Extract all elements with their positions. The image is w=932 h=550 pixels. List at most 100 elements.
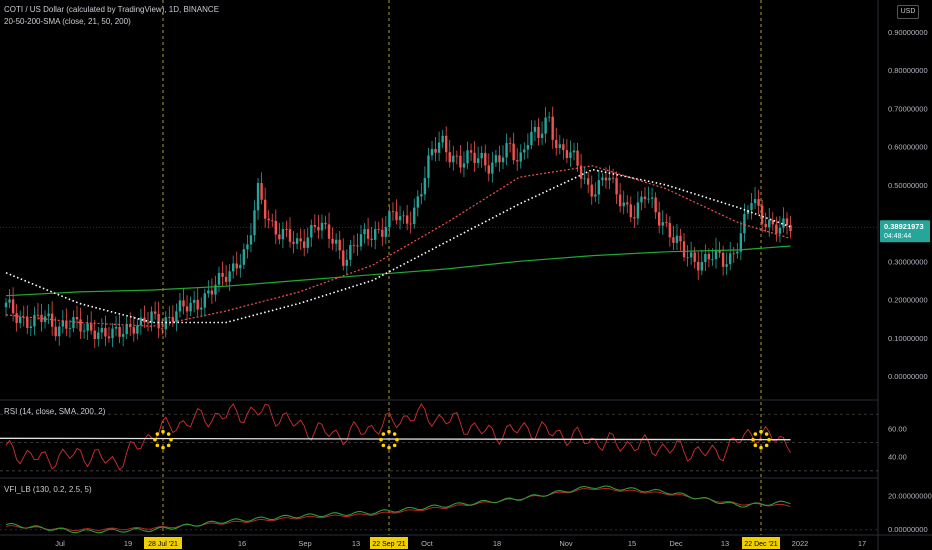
candle-body [345,259,348,266]
candle-body [320,222,324,231]
candle-body [175,311,178,322]
candle-body [782,218,785,228]
time-axis[interactable]: Jul 19 28 Jul '21 16 Sep 13 22 Sep '21 Oct 18 Nov… [55,537,866,549]
candle-body [640,196,643,203]
candle-body [491,162,494,174]
candle-body [384,227,388,237]
candle-body [672,237,675,243]
candle-body [466,150,469,164]
currency-button[interactable]: USD [897,5,919,19]
candle-body [68,328,72,330]
candle-body [533,126,537,132]
candle-body [519,152,522,162]
candle-body [562,144,565,151]
candle-body [636,202,640,219]
candle-body [370,238,373,240]
signal-marker-dot [764,432,769,436]
candle-body [721,252,725,267]
candle-body [764,223,767,228]
candle-body [583,178,586,180]
highlight-vertical-lines [162,0,762,535]
candle-body [430,148,434,156]
vfi-line [5,485,791,534]
price-badge-countdown: 04:48:44 [884,233,911,240]
rsi-label[interactable]: RSI (14, close, SMA, 200, 2) [4,407,106,416]
candle-body [242,249,246,265]
candle-body [473,152,476,163]
candle-body [150,311,153,323]
candle-body [437,142,441,153]
sma-indicator-label[interactable]: 20-50-200-SMA (close, 21, 50, 200) [4,17,131,26]
signal-marker-dot [166,432,171,436]
candle-body [512,143,515,161]
candle-body [448,152,451,163]
candle-body [235,263,238,269]
candle-body [338,239,341,251]
candle-body [97,332,100,339]
highlighted-date-label: 22 Sep '21 [372,541,405,548]
highlighted-date-label: 28 Jul '21 [148,541,178,548]
candle-body [121,334,125,337]
candle-body [452,155,455,163]
candle-body [224,276,228,282]
candle-body [36,314,40,316]
candle-body [11,299,15,314]
candle-body [19,316,22,324]
candle-body [342,250,345,266]
candle-body [753,199,757,204]
candle-body [714,249,718,260]
candle-body [665,222,668,224]
candle-body [622,202,625,207]
candle-body [540,133,544,138]
vfi-label[interactable]: VFI_LB (130, 0.2, 2.5, 5) [4,485,92,494]
rsi-pane: 60.00 40.00 [0,403,907,472]
candle-body [462,163,466,168]
signal-marker-dot [392,432,397,436]
candle-body [633,217,636,219]
candle-body [168,317,171,318]
highlighted-date-label: 22 Dec '21 [744,541,777,548]
candle-body [114,326,118,329]
candle-body [50,313,54,327]
signal-marker-dot [764,443,769,448]
candle-body [626,202,629,205]
candle-body [789,225,792,232]
time-tick-label: 18 [493,539,501,548]
candle-body [707,253,711,260]
candle-body [441,135,444,143]
candle-body [82,330,86,332]
price-tick-label: 0.20000000 [888,296,928,305]
price-tick-label: 0.50000000 [888,181,928,190]
candle-body [516,160,519,162]
candle-body [79,319,82,332]
candle-body [366,228,370,239]
price-badge-box [880,220,930,243]
candle-body [47,313,50,317]
candle-body [526,145,530,150]
candle-body [303,241,306,248]
candle-body [689,252,693,258]
candle-body [363,228,366,235]
candle-body [200,307,203,310]
candle-body [349,244,352,260]
candle-body [427,155,430,179]
candle-body [33,314,36,327]
candle-body [182,300,185,307]
candle-body [530,131,533,146]
candle-body [388,211,391,228]
candle-body [760,205,764,224]
candle-body [217,272,221,285]
candle-body [246,244,249,250]
vfi-signal-line [5,487,791,532]
time-tick-label: 13 [721,539,729,548]
price-tick-label: 0.70000000 [888,104,928,113]
candle-body [327,224,331,239]
candle-body [675,235,679,243]
candle-body [768,219,771,228]
price-tick-label: 0.80000000 [888,66,928,75]
candle-body [285,229,288,230]
candle-body [232,263,235,272]
candle-body [146,322,150,324]
rsi-line [5,403,791,471]
